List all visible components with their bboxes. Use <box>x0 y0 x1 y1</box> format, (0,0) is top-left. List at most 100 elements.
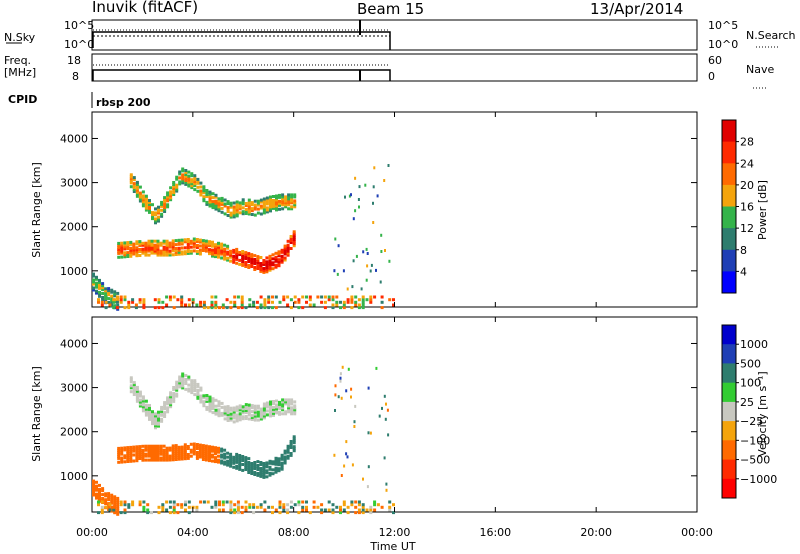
data-cell <box>174 239 178 243</box>
data-cell <box>217 412 221 416</box>
data-cell <box>153 251 157 255</box>
data-cell <box>211 252 214 256</box>
data-cell <box>247 210 251 214</box>
data-cell <box>144 202 148 206</box>
data-cell <box>129 376 133 380</box>
data-cell <box>272 409 275 413</box>
data-cell <box>281 406 285 410</box>
data-cell <box>95 496 98 500</box>
data-cell <box>259 306 263 310</box>
power-data-layer <box>92 164 395 311</box>
data-cell <box>153 450 157 454</box>
data-cell <box>193 383 197 387</box>
data-cell <box>183 449 187 453</box>
data-cell <box>129 455 133 459</box>
data-cell <box>290 193 294 197</box>
data-cell <box>184 175 188 178</box>
data-cell <box>253 404 257 408</box>
data-cell <box>172 508 176 512</box>
data-cell <box>138 392 142 396</box>
data-cell <box>269 199 272 203</box>
data-cell <box>247 467 251 470</box>
data-cell <box>112 300 116 304</box>
data-cell <box>232 256 236 260</box>
data-cell <box>141 247 145 251</box>
data-cell <box>151 217 154 221</box>
data-cell <box>198 443 202 447</box>
data-cell <box>138 390 142 394</box>
data-cell <box>199 500 203 504</box>
data-cell <box>283 244 287 248</box>
data-cell <box>223 249 227 253</box>
data-cell <box>184 303 187 307</box>
colorbar-swatch <box>722 440 736 460</box>
data-cell <box>385 482 388 486</box>
data-cell <box>293 300 297 304</box>
data-cell <box>131 300 135 304</box>
data-cell <box>262 466 266 469</box>
data-cell <box>151 203 154 207</box>
data-cell <box>138 394 142 398</box>
data-cell <box>171 454 175 458</box>
data-cell <box>180 453 184 457</box>
data-cell <box>226 252 230 256</box>
data-cell <box>148 206 151 210</box>
data-cell <box>280 248 284 252</box>
data-cell <box>117 247 121 251</box>
data-cell <box>195 246 199 249</box>
nsearch-tick-bottom: 10^0 <box>708 38 739 51</box>
data-cell <box>244 208 248 211</box>
data-cell <box>123 446 127 450</box>
data-cell <box>160 204 164 208</box>
data-cell <box>289 453 293 457</box>
data-cell <box>232 420 236 424</box>
data-cell <box>372 201 374 205</box>
data-cell <box>171 448 175 452</box>
data-cell <box>238 207 242 211</box>
data-cell <box>210 505 214 509</box>
data-cell <box>189 442 193 446</box>
data-cell <box>223 413 227 417</box>
data-cell <box>218 306 221 310</box>
data-cell <box>174 458 178 461</box>
data-cell <box>163 210 167 213</box>
data-cell <box>278 406 281 410</box>
data-cell <box>214 398 218 402</box>
data-cell <box>283 457 287 461</box>
data-cell <box>199 193 203 197</box>
data-cell <box>117 454 121 458</box>
data-cell <box>392 298 395 302</box>
data-cell <box>362 477 364 481</box>
data-cell <box>217 243 220 247</box>
data-cell <box>165 249 169 253</box>
data-cell <box>238 465 242 469</box>
data-cell <box>146 508 150 512</box>
data-cell <box>141 452 145 456</box>
data-cell <box>350 387 353 391</box>
data-cell <box>342 500 346 504</box>
data-cell <box>195 240 199 243</box>
data-cell <box>280 254 284 258</box>
data-cell <box>117 245 121 249</box>
data-cell <box>271 505 274 509</box>
data-cell <box>123 253 127 257</box>
data-cell <box>138 404 142 408</box>
data-cell <box>144 452 148 456</box>
data-cell <box>199 300 203 304</box>
data-cell <box>141 401 145 405</box>
data-cell <box>168 253 172 257</box>
data-cell <box>293 193 297 197</box>
data-cell <box>289 505 293 509</box>
colorbar-tick-label: −100 <box>740 434 770 447</box>
data-cell <box>100 511 104 515</box>
data-cell <box>117 450 121 454</box>
data-cell <box>241 200 245 204</box>
data-cell <box>287 195 291 199</box>
data-cell <box>199 181 203 185</box>
data-cell <box>138 242 142 246</box>
data-cell <box>180 303 184 307</box>
data-cell <box>198 252 202 256</box>
data-cell <box>162 454 166 458</box>
data-cell <box>244 204 248 207</box>
data-cell <box>238 262 242 266</box>
